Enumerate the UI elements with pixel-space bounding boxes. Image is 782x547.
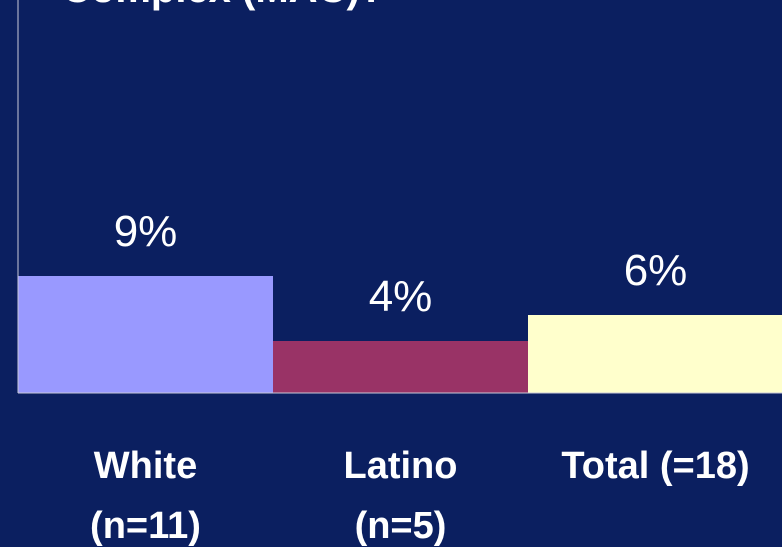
x-tick-label: Total (=18) (561, 445, 750, 487)
chart-title: Complex (MAC)? (62, 0, 384, 11)
bar (273, 341, 528, 393)
value-label: 6% (624, 246, 688, 295)
bar (528, 315, 782, 393)
value-label: 9% (114, 207, 178, 256)
value-label: 4% (369, 272, 433, 321)
x-tick-label: Latino (n=5) (343, 445, 458, 547)
x-tick-label: White (n=11) (90, 445, 201, 547)
bar (18, 276, 273, 393)
